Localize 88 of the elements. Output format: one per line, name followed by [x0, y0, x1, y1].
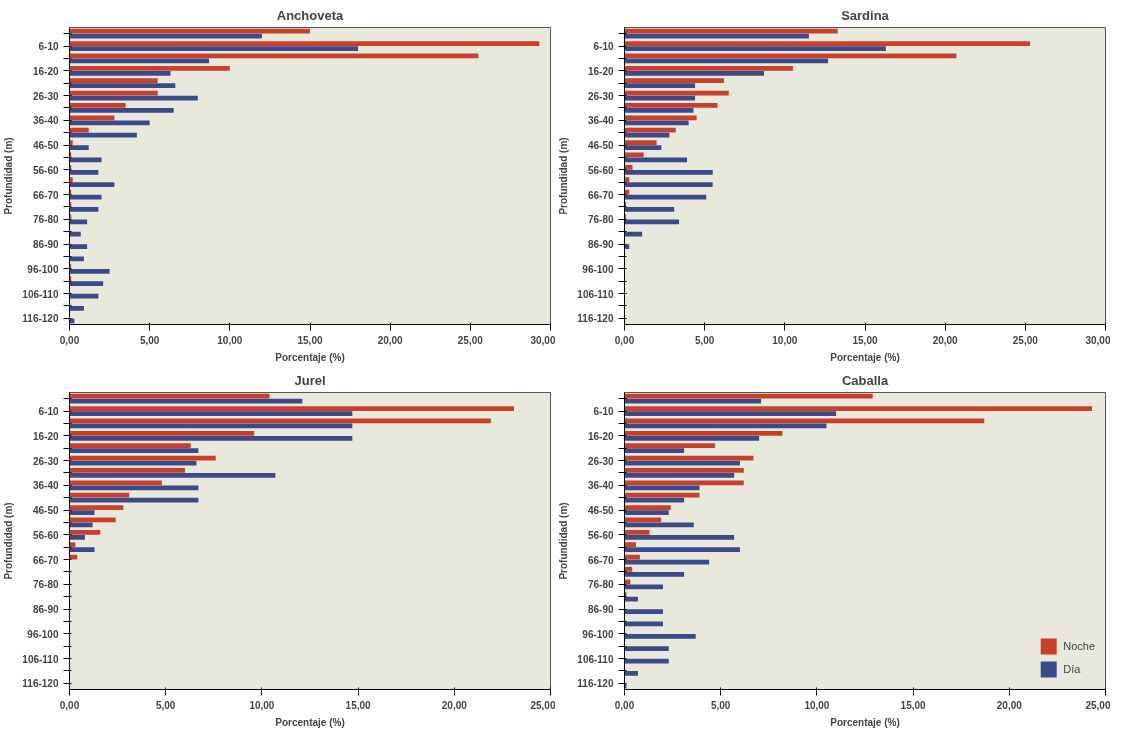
y-tick-label: 76-80 — [32, 214, 59, 226]
x-axis-title: Porcentaje (%) — [275, 716, 345, 728]
x-tick-label: 0,00 — [59, 699, 80, 711]
x-tick-label: 15,00 — [852, 334, 878, 346]
y-tick-label: 106-110 — [577, 288, 614, 300]
y-tick-label: 56-60 — [587, 164, 614, 176]
y-tick-label: 16-20 — [32, 65, 59, 77]
y-tick-label: 26-30 — [32, 90, 59, 102]
x-tick-label: 25,00 — [530, 699, 556, 711]
y-tick-label: 76-80 — [587, 579, 614, 591]
x-tick-label: 30,00 — [1085, 334, 1111, 346]
x-tick-label: 5,00 — [155, 699, 176, 711]
y-tick-label: 96-100 — [582, 628, 614, 640]
y-tick-label: 96-100 — [27, 263, 59, 275]
y-tick-label: 76-80 — [587, 214, 614, 226]
x-tick-label: 30,00 — [530, 334, 556, 346]
y-tick-label: 6-10 — [38, 406, 59, 418]
x-tick-label: 5,00 — [710, 699, 731, 711]
y-tick-label: 96-100 — [582, 263, 614, 275]
x-tick-label: 20,00 — [932, 334, 959, 346]
chart-title: Anchoveta — [276, 7, 344, 23]
y-tick-label: 66-70 — [587, 554, 614, 566]
y-tick-label: 46-50 — [587, 505, 614, 517]
chart-title: Caballa — [841, 372, 889, 388]
x-tick-label: 10,00 — [249, 699, 275, 711]
legend-label: Día — [1063, 663, 1082, 675]
x-tick-label: 15,00 — [900, 699, 927, 711]
y-tick-label: 26-30 — [587, 90, 614, 102]
y-tick-label: 116-120 — [577, 313, 614, 325]
y-axis-title: Profundidad (m) — [558, 502, 570, 580]
x-tick-label: 5,00 — [694, 334, 715, 346]
y-tick-label: 86-90 — [587, 239, 614, 251]
x-tick-label: 20,00 — [377, 334, 404, 346]
y-axis-title: Profundidad (m) — [3, 137, 15, 215]
y-tick-label: 56-60 — [32, 164, 59, 176]
y-tick-label: 76-80 — [32, 579, 59, 591]
x-tick-label: 5,00 — [139, 334, 160, 346]
y-tick-label: 16-20 — [32, 430, 59, 442]
x-tick-label: 25,00 — [1085, 699, 1111, 711]
y-tick-label: 6-10 — [593, 406, 614, 418]
y-tick-label: 16-20 — [587, 65, 614, 77]
y-tick-label: 116-120 — [22, 313, 59, 325]
x-tick-label: 20,00 — [441, 699, 468, 711]
y-tick-label: 6-10 — [38, 41, 59, 53]
x-tick-label: 15,00 — [297, 334, 323, 346]
y-tick-label: 116-120 — [22, 678, 59, 690]
y-tick-label: 66-70 — [587, 189, 614, 201]
chart-title: Jurel — [294, 372, 326, 388]
x-axis-title: Porcentaje (%) — [830, 716, 900, 728]
x-tick-label: 0,00 — [614, 334, 635, 346]
y-tick-label: 56-60 — [32, 529, 59, 541]
y-tick-label: 116-120 — [577, 678, 614, 690]
y-tick-label: 86-90 — [32, 604, 59, 616]
x-tick-label: 10,00 — [772, 334, 798, 346]
y-tick-label: 36-40 — [32, 480, 59, 492]
y-tick-label: 36-40 — [587, 480, 614, 492]
x-tick-label: 20,00 — [996, 699, 1023, 711]
x-tick-label: 25,00 — [457, 334, 484, 346]
x-axis-title: Porcentaje (%) — [830, 351, 900, 363]
y-tick-label: 96-100 — [27, 628, 59, 640]
x-axis-title: Porcentaje (%) — [275, 351, 345, 363]
y-tick-label: 106-110 — [577, 653, 614, 665]
y-tick-label: 46-50 — [32, 140, 59, 152]
y-tick-label: 86-90 — [587, 604, 614, 616]
y-tick-label: 56-60 — [587, 529, 614, 541]
x-tick-label: 10,00 — [217, 334, 243, 346]
y-axis-title: Profundidad (m) — [3, 502, 15, 580]
y-tick-label: 16-20 — [587, 430, 614, 442]
y-tick-label: 86-90 — [32, 239, 59, 251]
y-tick-label: 26-30 — [32, 455, 59, 467]
y-tick-label: 36-40 — [587, 115, 614, 127]
y-tick-label: 26-30 — [587, 455, 614, 467]
y-tick-label: 46-50 — [32, 505, 59, 517]
x-tick-label: 15,00 — [345, 699, 372, 711]
x-tick-label: 10,00 — [804, 699, 830, 711]
y-tick-label: 106-110 — [22, 288, 59, 300]
y-axis-title: Profundidad (m) — [558, 137, 570, 215]
y-tick-label: 106-110 — [22, 653, 59, 665]
y-tick-label: 6-10 — [593, 41, 614, 53]
x-tick-label: 25,00 — [1012, 334, 1039, 346]
x-tick-label: 0,00 — [59, 334, 80, 346]
y-tick-label: 36-40 — [32, 115, 59, 127]
y-tick-label: 46-50 — [587, 140, 614, 152]
chart-title: Sardina — [841, 7, 890, 23]
y-tick-label: 66-70 — [32, 189, 59, 201]
y-tick-label: 66-70 — [32, 554, 59, 566]
legend-label: Noche — [1063, 640, 1095, 652]
x-tick-label: 0,00 — [614, 699, 635, 711]
